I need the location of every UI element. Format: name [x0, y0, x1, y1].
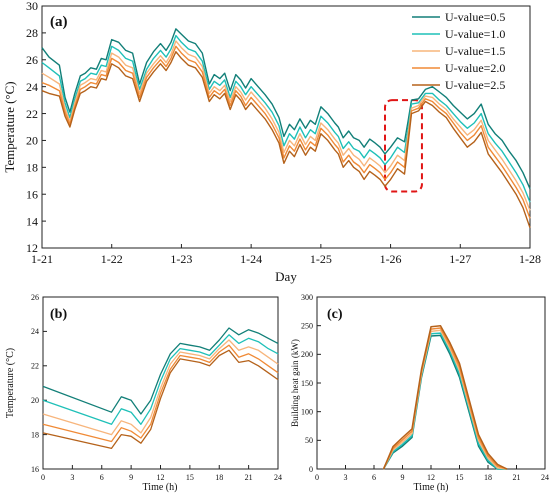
x-tick-label: 24 [274, 473, 282, 482]
x-tick-label: 9 [401, 473, 405, 482]
x-tick-label: 1-23 [170, 252, 192, 266]
panel-a-y-axis-label: Temperature (°C) [2, 81, 17, 172]
panel-c-y-axis-label: Building heat gain (kW) [290, 339, 300, 427]
legend-entry: U-value=2.5 [445, 78, 505, 92]
series-line-1 [41, 28, 531, 190]
panel-b-series-lines [42, 327, 279, 450]
y-tick-label: 20 [26, 134, 38, 148]
x-tick-label: 6 [100, 473, 104, 482]
y-tick-label: 24 [26, 80, 38, 94]
y-tick-label: 150 [301, 379, 313, 388]
y-tick-label: 26 [31, 293, 39, 302]
panel-b-label: (b) [50, 307, 67, 322]
panel-c-label: (c) [327, 307, 343, 322]
series-line-2 [41, 34, 531, 203]
series-line-3 [382, 329, 508, 470]
x-tick-label: 3 [70, 473, 74, 482]
x-tick-label: 21 [245, 473, 253, 482]
y-tick-label: 22 [31, 362, 39, 371]
x-tick-label: 12 [427, 473, 435, 482]
panel-a-plot-frame [41, 5, 531, 249]
series-line-5 [382, 324, 508, 470]
panel-a-series-lines [41, 28, 531, 229]
y-tick-label: 12 [26, 241, 38, 255]
highlight-box [383, 99, 423, 193]
panel-c-x-axis-label: Time (h) [414, 482, 449, 493]
legend-entry: U-value=1.5 [445, 44, 505, 58]
y-tick-label: 16 [31, 465, 39, 474]
panel-c-plot-frame [316, 296, 546, 470]
x-tick-label: 15 [186, 473, 194, 482]
x-tick-label: 12 [157, 473, 165, 482]
panel-a-x-axis-label: Day [275, 269, 297, 284]
panel-b-x-ticks: 0 3 6 9 12 15 18 21 24 [41, 465, 282, 482]
y-tick-label: 26 [26, 53, 38, 67]
panel-a-label: (a) [50, 14, 68, 30]
series-line-4 [41, 45, 531, 219]
panel-a-x-ticks: 1-21 1-22 1-23 1-24 1-25 1-26 1-27 1-28 [31, 244, 541, 266]
series-line-2 [382, 332, 507, 470]
y-tick-label: 300 [301, 293, 313, 302]
panel-a-legend: U-value=0.5 U-value=1.0 U-value=1.5 U-value… [412, 10, 505, 92]
y-tick-label: 14 [26, 214, 38, 228]
series-line-3 [41, 40, 531, 211]
panel-c-chart: 0 3 6 9 12 15 18 21 24 0 50 100 150 200 250 300 (c) Ti… [290, 293, 549, 493]
y-tick-label: 30 [26, 0, 38, 13]
legend-entry: U-value=2.0 [445, 61, 505, 75]
x-tick-label: 1-26 [380, 252, 402, 266]
y-tick-label: 24 [31, 327, 39, 336]
panel-a-highlight [383, 99, 423, 193]
series-line-4 [382, 327, 508, 470]
series-line-2 [42, 334, 279, 425]
y-tick-label: 100 [301, 407, 313, 416]
panel-b-x-axis-label: Time (h) [143, 482, 178, 493]
x-tick-label: 18 [484, 473, 492, 482]
panel-c-series-lines [382, 324, 508, 470]
x-tick-label: 15 [456, 473, 464, 482]
series-line-3 [42, 339, 279, 436]
x-tick-label: 9 [129, 473, 133, 482]
y-tick-label: 28 [26, 26, 38, 40]
panel-c-y-ticks: 0 50 100 150 200 250 300 [301, 293, 321, 474]
panel-b-y-axis-label: Temperature (°C) [5, 348, 16, 418]
x-tick-label: 1-24 [240, 252, 262, 266]
x-tick-label: 18 [215, 473, 223, 482]
x-tick-label: 24 [541, 473, 549, 482]
series-line-1 [382, 334, 507, 470]
x-tick-label: 1-28 [519, 252, 541, 266]
legend-entry: U-value=1.0 [445, 27, 505, 41]
panel-b-chart: 0 3 6 9 12 15 18 21 24 16 18 20 22 24 26 (b) Time (h)… [5, 293, 282, 493]
x-tick-label: 1-22 [101, 252, 123, 266]
panel-a-y-ticks: 12 14 16 18 20 22 24 26 28 30 [26, 0, 46, 255]
y-tick-label: 16 [26, 187, 38, 201]
legend-entry: U-value=0.5 [445, 10, 505, 24]
series-line-1 [42, 327, 279, 415]
series-line-4 [42, 344, 279, 443]
y-tick-label: 18 [31, 430, 39, 439]
panel-a-chart: 1-21 1-22 1-23 1-24 1-25 1-26 1-27 1-28 1214161… [2, 0, 541, 284]
x-tick-label: 0 [315, 473, 319, 482]
x-tick-label: 0 [41, 473, 45, 482]
y-tick-label: 0 [309, 465, 313, 474]
x-tick-label: 1-21 [31, 252, 53, 266]
panel-b-y-ticks: 16 18 20 22 24 26 [31, 293, 47, 474]
x-tick-label: 1-27 [449, 252, 471, 266]
y-tick-label: 18 [26, 161, 38, 175]
x-tick-label: 21 [513, 473, 521, 482]
x-tick-label: 6 [372, 473, 376, 482]
y-tick-label: 20 [31, 396, 39, 405]
panel-c-x-ticks: 0 3 6 9 12 15 18 21 24 [315, 465, 549, 482]
series-line-5 [42, 349, 279, 450]
x-tick-label: 1-25 [310, 252, 332, 266]
x-tick-label: 3 [344, 473, 348, 482]
y-tick-label: 200 [301, 350, 313, 359]
y-tick-label: 50 [305, 436, 313, 445]
y-tick-label: 22 [26, 107, 38, 121]
series-line-5 [41, 51, 531, 229]
y-tick-label: 250 [301, 321, 313, 330]
